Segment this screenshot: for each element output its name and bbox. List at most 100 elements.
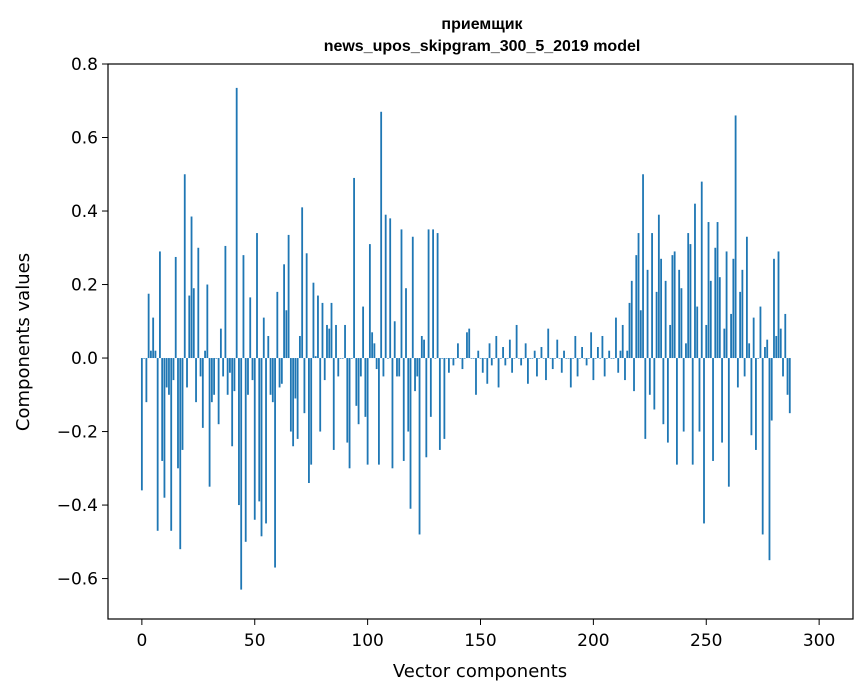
bar <box>475 358 477 395</box>
bar <box>502 347 504 359</box>
bar <box>353 177 355 359</box>
bar <box>147 293 150 359</box>
bar <box>416 358 419 377</box>
bar <box>378 358 380 465</box>
bar <box>788 358 791 414</box>
bar <box>326 324 328 359</box>
bar <box>676 358 678 465</box>
bar <box>664 280 667 359</box>
bar <box>192 288 195 359</box>
bar <box>504 358 507 366</box>
bar <box>698 358 701 432</box>
bar <box>210 358 213 403</box>
bar <box>283 264 285 359</box>
bar <box>567 358 570 359</box>
bar <box>405 288 407 359</box>
bar <box>761 358 764 535</box>
bar <box>545 358 547 381</box>
bar <box>445 358 448 359</box>
bar <box>149 350 152 359</box>
bar <box>226 358 229 395</box>
bar <box>332 358 335 450</box>
bar <box>745 236 748 359</box>
bar <box>563 350 565 359</box>
bar <box>195 358 197 403</box>
bar <box>775 335 778 359</box>
bar <box>583 358 586 359</box>
bar <box>305 253 308 359</box>
bar <box>170 358 173 531</box>
bar <box>233 358 236 392</box>
bar <box>414 358 416 392</box>
bar <box>581 347 583 359</box>
bar <box>244 358 247 542</box>
bar <box>459 358 462 359</box>
bar <box>183 174 186 359</box>
bar <box>434 358 437 359</box>
bar <box>712 358 714 461</box>
bar <box>703 358 705 524</box>
bar <box>436 233 439 359</box>
bar <box>716 222 719 359</box>
bar <box>637 233 640 359</box>
bar <box>635 255 638 359</box>
bar <box>206 284 209 359</box>
bar <box>247 358 249 395</box>
bar <box>678 269 681 359</box>
bar <box>375 358 378 370</box>
x-tick-label: 300 <box>803 631 835 651</box>
y-tick-label: 0.0 <box>71 349 98 369</box>
bar <box>260 358 263 537</box>
x-tick-label: 150 <box>464 631 496 651</box>
bar <box>398 358 401 377</box>
bar <box>486 358 489 384</box>
bar <box>506 358 509 359</box>
bar <box>718 277 721 359</box>
bar <box>734 115 737 359</box>
bar <box>669 324 672 359</box>
bar <box>256 233 258 359</box>
bar <box>784 313 787 359</box>
y-tick-label: 0.8 <box>71 55 98 75</box>
bar <box>364 358 367 417</box>
bar <box>768 358 771 561</box>
bar <box>560 358 563 373</box>
bar <box>741 269 744 359</box>
bar <box>490 358 493 366</box>
bar <box>752 317 755 359</box>
bar <box>400 229 403 359</box>
bar <box>323 358 326 381</box>
bar <box>642 174 644 359</box>
bar-series <box>140 87 791 590</box>
bar <box>685 343 687 359</box>
bar <box>174 256 177 359</box>
bar <box>508 339 511 359</box>
bar <box>757 358 760 359</box>
bar <box>723 328 726 359</box>
bar <box>314 356 317 359</box>
bar <box>594 358 597 359</box>
bar <box>527 358 529 384</box>
bar <box>179 358 182 550</box>
bar <box>238 358 240 506</box>
bar <box>477 350 480 359</box>
bar <box>396 358 398 377</box>
bar <box>587 358 590 359</box>
bar <box>357 358 360 425</box>
bar <box>308 358 310 484</box>
bar <box>274 358 276 568</box>
bar <box>727 358 730 487</box>
bar <box>280 358 283 384</box>
bar <box>662 358 665 425</box>
bar <box>743 358 746 377</box>
bar <box>161 358 164 461</box>
bar <box>152 317 155 359</box>
bar <box>657 214 660 359</box>
bar <box>714 247 717 359</box>
bar <box>258 358 261 502</box>
bar <box>639 310 642 359</box>
bar <box>610 358 613 359</box>
bar <box>298 335 301 359</box>
bar <box>770 358 773 421</box>
bar <box>626 350 629 359</box>
